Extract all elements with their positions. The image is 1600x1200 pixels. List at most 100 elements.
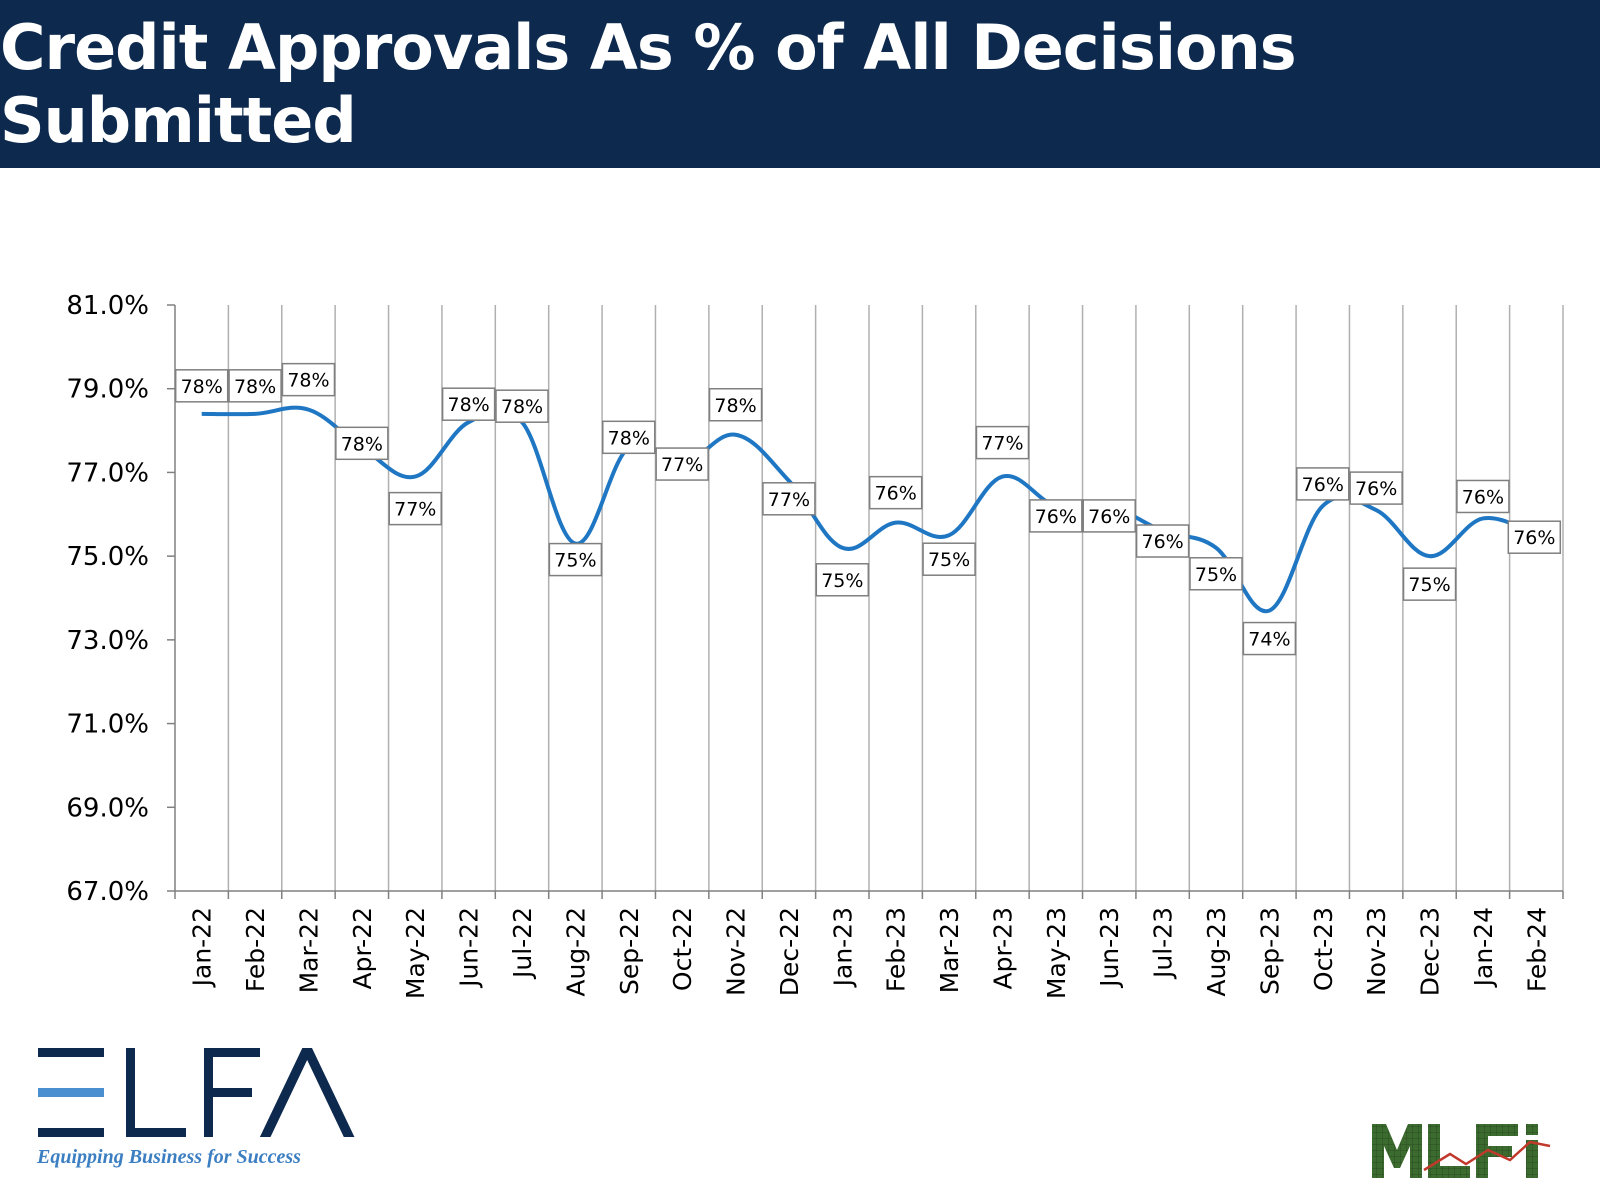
data-label-text: 77% <box>981 433 1023 455</box>
data-label: 76% <box>1456 479 1510 514</box>
data-label-box <box>655 447 709 481</box>
x-tick-label: Sep-23 <box>1255 907 1284 995</box>
x-tick-label: Oct-22 <box>668 907 697 991</box>
data-label: 76% <box>1029 499 1083 533</box>
data-label-box <box>1242 621 1297 656</box>
x-tick-label: Nov-23 <box>1362 907 1391 996</box>
x-tick-label: Jul-22 <box>508 907 537 980</box>
data-label: 78% <box>174 369 229 403</box>
data-label-box <box>388 491 442 526</box>
data-label-text: 78% <box>181 376 223 398</box>
data-label: 78% <box>602 420 656 455</box>
data-label: 75% <box>815 563 870 597</box>
data-label-text: 78% <box>287 370 329 392</box>
data-label-box <box>1029 499 1083 533</box>
data-label: 78% <box>228 369 282 403</box>
data-labels: 78% 78% 78% 78% 77% 78% 78% 75% 78% 77% 78% 77% 75% 7… <box>174 362 1562 656</box>
data-label-text: 76% <box>1462 486 1504 508</box>
data-label-box <box>922 542 976 576</box>
y-tick-label: 73.0% <box>66 626 149 656</box>
data-label: 76% <box>1135 524 1190 558</box>
data-label-text: 77% <box>394 499 436 521</box>
data-label-text: 76% <box>1088 506 1130 528</box>
approval-rate-line <box>201 405 1538 614</box>
x-tick-label: May-22 <box>401 907 430 999</box>
data-label-box <box>548 542 603 577</box>
data-label-text: 75% <box>1195 564 1237 586</box>
data-label-box <box>1135 524 1190 558</box>
data-label-text: 75% <box>928 549 970 571</box>
mlfi-logo <box>1372 1124 1551 1178</box>
data-label-box <box>495 389 549 423</box>
y-tick-label: 75.0% <box>66 542 149 572</box>
data-label: 75% <box>548 542 603 577</box>
data-label-box <box>228 369 282 403</box>
y-tick-label: 81.0% <box>66 291 149 321</box>
data-label-box <box>868 475 923 510</box>
x-tick-label: Feb-24 <box>1522 907 1551 992</box>
y-tick-label: 79.0% <box>66 375 149 405</box>
data-label-box <box>281 362 336 397</box>
data-label-text: 76% <box>1302 474 1344 496</box>
data-label-box <box>815 563 870 597</box>
data-label-box <box>708 388 763 422</box>
data-label: 74% <box>1242 621 1297 656</box>
data-label-box <box>1507 520 1562 554</box>
data-label: 75% <box>1402 567 1457 601</box>
x-tick-label: Feb-22 <box>241 907 270 992</box>
x-tick-labels: Jan-22 Feb-22 Mar-22 Apr-22 May-22 Jun-22 Jul-… <box>188 907 1552 999</box>
data-label-box <box>1456 479 1510 514</box>
data-label-box <box>1082 499 1136 533</box>
data-label-text: 76% <box>1513 527 1555 549</box>
series-line <box>201 405 1538 614</box>
data-label: 75% <box>1189 557 1243 591</box>
data-label: 76% <box>1349 471 1403 505</box>
axes <box>167 304 1564 899</box>
data-label-box <box>174 369 229 403</box>
data-label-text: 75% <box>554 550 596 572</box>
x-tick-label: Aug-23 <box>1202 907 1231 997</box>
x-tick-label: May-23 <box>1042 907 1071 999</box>
data-label-text: 77% <box>768 489 810 511</box>
data-label-text: 77% <box>661 454 703 476</box>
y-tick-label: 77.0% <box>66 458 149 488</box>
x-tick-label: Apr-23 <box>988 907 1017 989</box>
grid-lines <box>227 305 1564 891</box>
data-label-box <box>335 426 389 461</box>
data-label: 78% <box>281 362 336 397</box>
x-tick-label: Jan-24 <box>1469 907 1498 988</box>
data-label-box <box>1349 471 1403 505</box>
x-tick-label: Jul-23 <box>1149 907 1178 980</box>
data-label: 77% <box>762 482 816 516</box>
x-tick-label: Jan-23 <box>828 907 857 988</box>
x-tick-label: Mar-23 <box>935 907 964 993</box>
data-label-text: 78% <box>447 394 489 416</box>
data-label-box <box>1189 557 1243 591</box>
data-label: 78% <box>335 426 389 461</box>
data-label: 78% <box>708 388 763 422</box>
x-tick-label: Jan-22 <box>188 907 217 988</box>
y-tick-label: 71.0% <box>66 710 149 740</box>
data-label-box <box>1402 567 1457 601</box>
data-label: 77% <box>655 447 709 481</box>
x-tick-label: Jun-22 <box>455 907 484 989</box>
data-label-text: 76% <box>1355 478 1397 500</box>
header-banner: Credit Approvals As % of All Decisions S… <box>0 0 1600 168</box>
y-tick-label: 69.0% <box>66 793 149 823</box>
x-tick-label: Feb-23 <box>882 907 911 992</box>
elfa-tagline: Equipping Business for Success <box>37 1146 301 1168</box>
data-label: 78% <box>495 389 549 423</box>
data-label-box <box>1296 467 1350 501</box>
data-label: 76% <box>868 475 923 510</box>
data-label-text: 78% <box>501 396 543 418</box>
data-label: 75% <box>922 542 976 576</box>
data-label-text: 75% <box>1408 574 1450 596</box>
data-label: 76% <box>1296 467 1350 501</box>
data-label: 76% <box>1082 499 1136 533</box>
x-tick-label: Aug-22 <box>561 907 590 997</box>
x-tick-label: Sep-22 <box>615 907 644 995</box>
data-label-box <box>441 387 496 421</box>
x-tick-label: Apr-22 <box>348 907 377 989</box>
data-label-text: 78% <box>234 376 276 398</box>
